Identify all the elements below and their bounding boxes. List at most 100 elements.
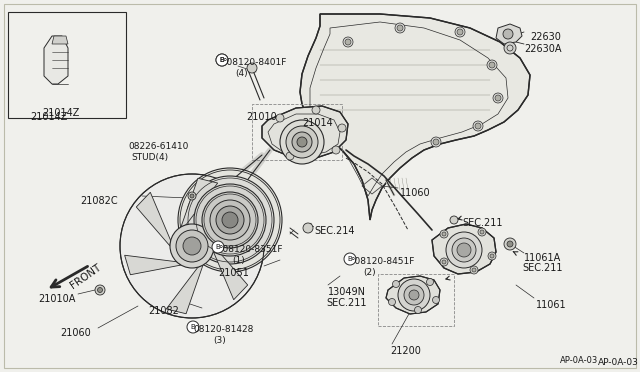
Bar	[252, 104, 342, 160]
Circle shape	[475, 123, 481, 129]
Circle shape	[433, 139, 439, 145]
Circle shape	[490, 254, 494, 258]
Circle shape	[457, 243, 471, 257]
Text: (1): (1)	[232, 256, 244, 265]
Text: 08226-61410: 08226-61410	[128, 142, 188, 151]
Text: 21082C: 21082C	[80, 196, 118, 206]
Polygon shape	[181, 178, 218, 227]
Polygon shape	[125, 255, 181, 275]
Circle shape	[178, 168, 282, 272]
Circle shape	[194, 184, 266, 256]
Circle shape	[395, 23, 405, 33]
Circle shape	[280, 120, 324, 164]
Polygon shape	[432, 224, 496, 274]
Text: 21010A: 21010A	[38, 294, 76, 304]
Circle shape	[452, 238, 476, 262]
Circle shape	[480, 230, 484, 234]
Circle shape	[446, 232, 482, 268]
Text: B: B	[191, 324, 195, 330]
Text: AP-0A-03: AP-0A-03	[598, 358, 639, 367]
Text: (2): (2)	[363, 268, 376, 277]
Bar	[378, 274, 454, 326]
Circle shape	[415, 307, 422, 314]
Circle shape	[286, 152, 294, 160]
Polygon shape	[203, 217, 259, 237]
Text: B: B	[220, 57, 225, 63]
Circle shape	[507, 241, 513, 247]
Circle shape	[303, 223, 313, 233]
Text: 22630A: 22630A	[524, 44, 561, 54]
Text: SEC.211: SEC.211	[522, 263, 563, 273]
Circle shape	[504, 42, 516, 54]
Text: FRONT: FRONT	[68, 262, 102, 291]
Circle shape	[433, 296, 440, 304]
Text: STUD(4): STUD(4)	[131, 153, 168, 162]
Circle shape	[312, 106, 320, 114]
Circle shape	[440, 258, 448, 266]
Text: 21014Z: 21014Z	[42, 108, 79, 118]
Circle shape	[493, 93, 503, 103]
Circle shape	[478, 228, 486, 236]
Bar	[8, 12, 126, 118]
Circle shape	[297, 137, 307, 147]
Text: 21200: 21200	[390, 346, 421, 356]
Circle shape	[216, 206, 244, 234]
Text: 21014Z: 21014Z	[30, 112, 67, 122]
Text: °08120-8451F: °08120-8451F	[350, 257, 414, 266]
Text: 08120-81428: 08120-81428	[193, 325, 253, 334]
Circle shape	[216, 54, 228, 66]
Text: B: B	[220, 57, 225, 63]
Circle shape	[392, 280, 399, 288]
Text: 11061A: 11061A	[524, 253, 561, 263]
Circle shape	[409, 290, 419, 300]
Text: 13049N: 13049N	[328, 287, 366, 297]
Circle shape	[495, 95, 501, 101]
Circle shape	[470, 266, 478, 274]
Polygon shape	[52, 36, 68, 44]
Circle shape	[183, 237, 201, 255]
Circle shape	[426, 279, 433, 285]
Text: 11061: 11061	[536, 300, 566, 310]
Circle shape	[503, 29, 513, 39]
Polygon shape	[213, 246, 248, 300]
Text: 21014: 21014	[302, 118, 333, 128]
Text: 21060: 21060	[60, 328, 91, 338]
Circle shape	[222, 212, 238, 228]
Circle shape	[332, 146, 340, 154]
Text: °08120-8351F: °08120-8351F	[218, 245, 282, 254]
Text: (4): (4)	[235, 69, 248, 78]
Circle shape	[344, 253, 356, 265]
Text: (3): (3)	[213, 336, 226, 345]
Polygon shape	[44, 36, 68, 84]
Circle shape	[338, 124, 346, 132]
Circle shape	[489, 62, 495, 68]
Polygon shape	[386, 276, 440, 314]
Polygon shape	[300, 14, 530, 220]
Circle shape	[95, 285, 105, 295]
Text: B: B	[348, 256, 353, 262]
Text: °08120-8401F: °08120-8401F	[222, 58, 286, 67]
Circle shape	[120, 174, 264, 318]
Text: 22630: 22630	[530, 32, 561, 42]
Circle shape	[190, 194, 194, 198]
Circle shape	[398, 279, 430, 311]
Circle shape	[188, 192, 196, 200]
Circle shape	[186, 176, 274, 264]
Circle shape	[488, 252, 496, 260]
Text: 11060: 11060	[400, 188, 431, 198]
Text: SEC.211: SEC.211	[326, 298, 367, 308]
Polygon shape	[262, 106, 348, 158]
Text: AP-0A-03: AP-0A-03	[560, 356, 598, 365]
Text: 21051: 21051	[218, 268, 249, 278]
Circle shape	[216, 54, 228, 66]
Circle shape	[345, 39, 351, 45]
Circle shape	[450, 216, 458, 224]
Circle shape	[487, 60, 497, 70]
Circle shape	[212, 241, 224, 253]
Polygon shape	[496, 24, 522, 44]
Circle shape	[187, 321, 199, 333]
Circle shape	[388, 298, 396, 305]
Circle shape	[247, 63, 257, 73]
Polygon shape	[136, 192, 171, 246]
Circle shape	[286, 126, 318, 158]
